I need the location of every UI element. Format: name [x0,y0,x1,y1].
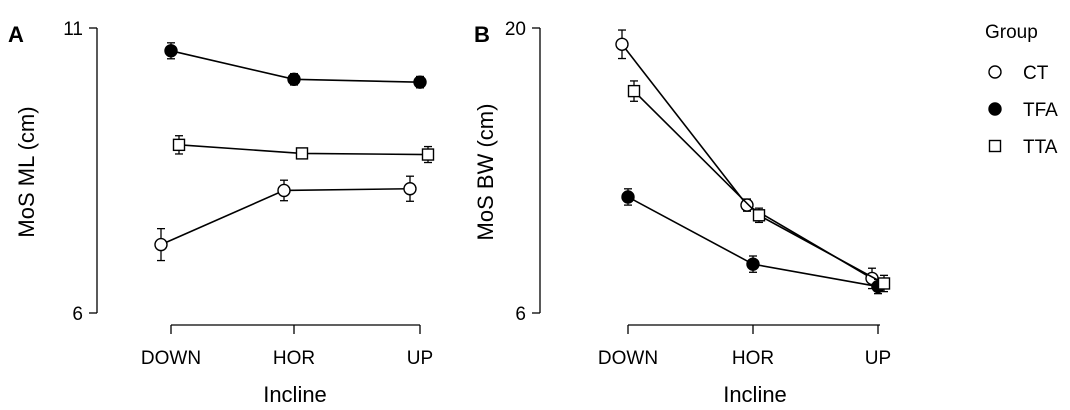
legend-label-ct: CT [1023,63,1049,84]
data-point-tfa-hor [746,257,760,271]
x-tick-label-down: DOWN [141,348,201,369]
data-point-tta-down [627,84,641,98]
y-tick-label: 20 [505,19,526,40]
y-tick-label: 11 [63,19,83,40]
legend-label-tfa: TFA [1023,100,1058,121]
x-axis-title: Incline [263,382,327,407]
x-tick-label-hor: HOR [732,348,774,369]
panel-a: A 6 11 MoS ML (cm) DOWN HOR UP Incline [8,19,435,407]
data-point-ct-up [403,182,417,196]
x-axis-title: Incline [723,382,787,407]
legend-marker-ct [988,65,1002,79]
data-point-tta-up [877,277,891,290]
data-point-tfa-down [621,190,635,204]
series-line-ct [621,43,873,280]
panel-label: A [8,22,24,47]
panel-b: B 6 20 MoS BW (cm) DOWN HOR UP Incline [473,19,891,407]
x-tick-label-down: DOWN [598,348,658,369]
data-point-tfa-up [413,75,427,89]
data-point-tta-hor [295,147,309,160]
data-point-tfa-hor [287,72,301,87]
y-axis-title: MoS BW (cm) [473,104,498,241]
legend-marker-tfa [988,102,1002,116]
panel-label: B [474,22,490,47]
legend: Group CT TFA TTA [985,22,1058,158]
data-point-tta-up [421,148,435,161]
data-point-ct-hor [277,183,291,198]
y-axis-title: MoS ML (cm) [14,106,39,237]
x-tick-label-up: UP [865,348,891,369]
x-tick-label-hor: HOR [273,348,315,369]
legend-label-tta: TTA [1023,137,1058,158]
data-point-tta-down [172,138,186,152]
data-point-ct-down [615,37,629,51]
series-line-ct [160,187,411,246]
legend-title: Group [985,22,1038,43]
y-tick-label: 6 [72,304,83,325]
x-tick-label-up: UP [407,348,433,369]
data-point-ct-hor [740,198,754,212]
data-point-tta-hor [752,209,766,222]
y-tick-label: 6 [515,304,526,325]
series-line-tta [633,90,885,285]
data-point-tfa-down [164,44,178,58]
legend-marker-tta [988,139,1002,153]
data-point-ct-down [154,237,168,252]
